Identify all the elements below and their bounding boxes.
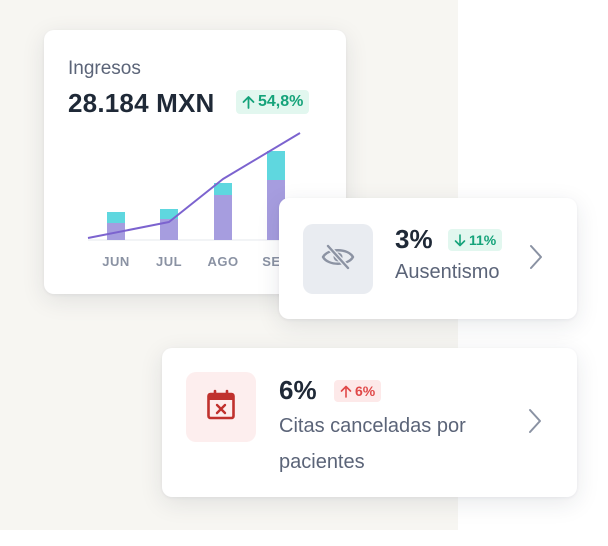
bar-jun-upper bbox=[107, 212, 125, 223]
bar-sep-upper bbox=[267, 151, 285, 180]
arrow-up-icon bbox=[242, 95, 255, 109]
cancelled-change-badge: 6% bbox=[334, 380, 382, 402]
x-tick-label: JUL bbox=[156, 254, 182, 269]
absence-change-value: 11% bbox=[469, 232, 497, 248]
revenue-chart: JUN JUL AGO SEP bbox=[87, 132, 301, 269]
revenue-change-value: 54,8% bbox=[258, 93, 304, 110]
cancelled-appointments-card[interactable]: 6% 6% Citas canceladas por pacientes bbox=[162, 348, 577, 497]
arrow-down-icon bbox=[454, 233, 466, 247]
bar-ago-upper bbox=[214, 183, 232, 195]
bar-jul-lower bbox=[160, 219, 178, 240]
cancelled-icon-box bbox=[186, 372, 256, 442]
cancelled-change-value: 6% bbox=[355, 383, 376, 399]
cancelled-percent: 6% bbox=[279, 375, 317, 405]
bar-ago-lower bbox=[214, 195, 232, 240]
eye-off-icon bbox=[321, 243, 355, 276]
absence-percent: 3% bbox=[395, 224, 433, 254]
x-tick-label: JUN bbox=[102, 254, 130, 269]
chevron-right-icon[interactable] bbox=[529, 244, 543, 275]
absence-card[interactable]: 3% 11% Ausentismo bbox=[279, 198, 577, 319]
trend-line bbox=[87, 132, 301, 239]
absence-label: Ausentismo bbox=[395, 261, 500, 283]
x-tick-label: AGO bbox=[207, 254, 238, 269]
absence-icon-box bbox=[303, 224, 373, 294]
revenue-label: Ingresos bbox=[68, 58, 141, 79]
bar-jul-upper bbox=[160, 209, 178, 219]
chevron-right-icon[interactable] bbox=[528, 408, 542, 439]
cancelled-label: Citas canceladas por pacientes bbox=[279, 415, 466, 473]
calendar-x-icon bbox=[206, 389, 236, 426]
revenue-card: Ingresos 28.184 MXN 54,8% JUN JUL AGO SEP bbox=[44, 30, 346, 294]
revenue-value: 28.184 MXN bbox=[68, 88, 215, 118]
arrow-up-icon bbox=[340, 385, 352, 398]
absence-change-badge: 11% bbox=[448, 229, 503, 251]
revenue-change-badge: 54,8% bbox=[236, 90, 310, 114]
